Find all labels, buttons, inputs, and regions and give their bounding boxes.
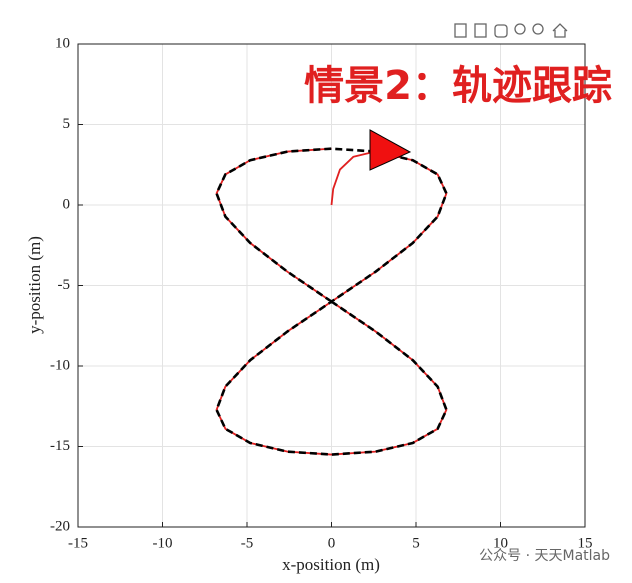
toolbar-icon[interactable] (552, 23, 568, 38)
annotation: 情景2：轨迹跟踪 (304, 63, 612, 109)
x-tick-label: -5 (241, 535, 254, 551)
y-tick-label: -15 (50, 438, 70, 454)
toolbar-icon[interactable] (494, 24, 508, 38)
lines (215, 147, 448, 456)
y-tick-label: -20 (50, 518, 70, 534)
x-tick-label: 10 (493, 535, 508, 551)
x-tick-label: 15 (578, 535, 593, 551)
vehicle-marker (369, 129, 412, 171)
toolbar-icon[interactable] (532, 23, 544, 35)
watermark: 公众号 · 天天Matlab (479, 548, 610, 564)
trajectory-line (215, 147, 448, 456)
y-tick-label: -5 (58, 277, 71, 293)
y-axis-label: y-position (m) (25, 236, 44, 334)
y-tick-label: 0 (63, 196, 71, 212)
toolbar-icon[interactable] (474, 23, 487, 38)
x-tick-label: 5 (412, 535, 420, 551)
toolbar-icon[interactable] (514, 23, 526, 35)
x-tick-label: -10 (153, 535, 173, 551)
toolbar (454, 23, 568, 38)
y-tick-label: 10 (55, 35, 70, 51)
toolbar-icon[interactable] (454, 23, 467, 38)
y-tick-label: -10 (50, 357, 70, 373)
y-tick-label: 5 (63, 116, 71, 132)
x-tick-label: -15 (68, 535, 88, 551)
x-tick-label: 0 (328, 535, 336, 551)
x-axis-label: x-position (m) (282, 555, 380, 574)
